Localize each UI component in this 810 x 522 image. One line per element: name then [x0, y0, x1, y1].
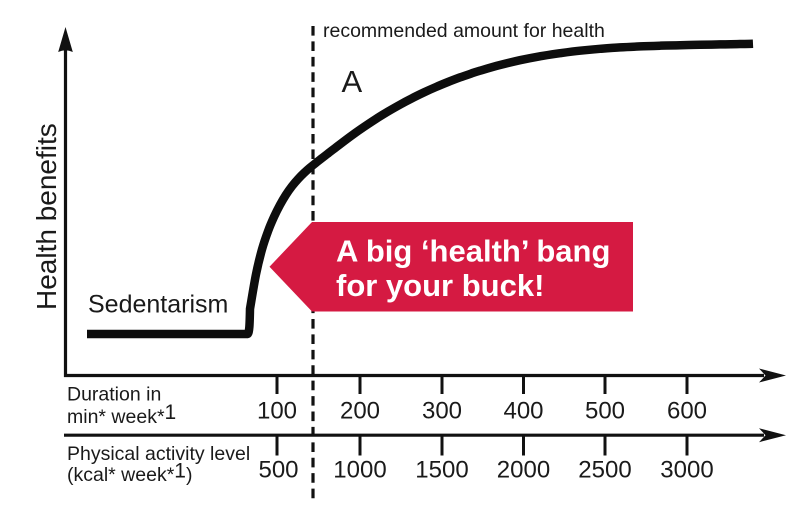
svg-text:for your buck!: for your buck!	[336, 268, 544, 303]
svg-text:A: A	[342, 64, 363, 99]
svg-text:3000: 3000	[660, 457, 713, 484]
svg-text:Duration in: Duration in	[67, 384, 161, 406]
svg-text:1000: 1000	[333, 457, 386, 484]
svg-text:Physical activity level: Physical activity level	[67, 443, 250, 465]
svg-text:300: 300	[422, 398, 462, 425]
svg-text:500: 500	[258, 457, 298, 484]
svg-text:A big ‘health’ bang: A big ‘health’ bang	[336, 234, 610, 269]
svg-text:2000: 2000	[497, 457, 550, 484]
svg-text:600: 600	[667, 398, 707, 425]
svg-text:200: 200	[340, 398, 380, 425]
svg-text:Health benefits: Health benefits	[31, 123, 62, 310]
svg-text:2500: 2500	[578, 457, 631, 484]
svg-text:1500: 1500	[415, 457, 468, 484]
svg-text:recommended amount for health: recommended amount for health	[323, 20, 605, 42]
svg-text:400: 400	[503, 398, 543, 425]
svg-text:min* week*1: min* week*1	[67, 401, 176, 428]
svg-text:100: 100	[257, 398, 297, 425]
svg-text:500: 500	[585, 398, 625, 425]
svg-text:Sedentarism: Sedentarism	[88, 291, 228, 319]
svg-text:(kcal* week*1): (kcal* week*1)	[67, 460, 192, 486]
